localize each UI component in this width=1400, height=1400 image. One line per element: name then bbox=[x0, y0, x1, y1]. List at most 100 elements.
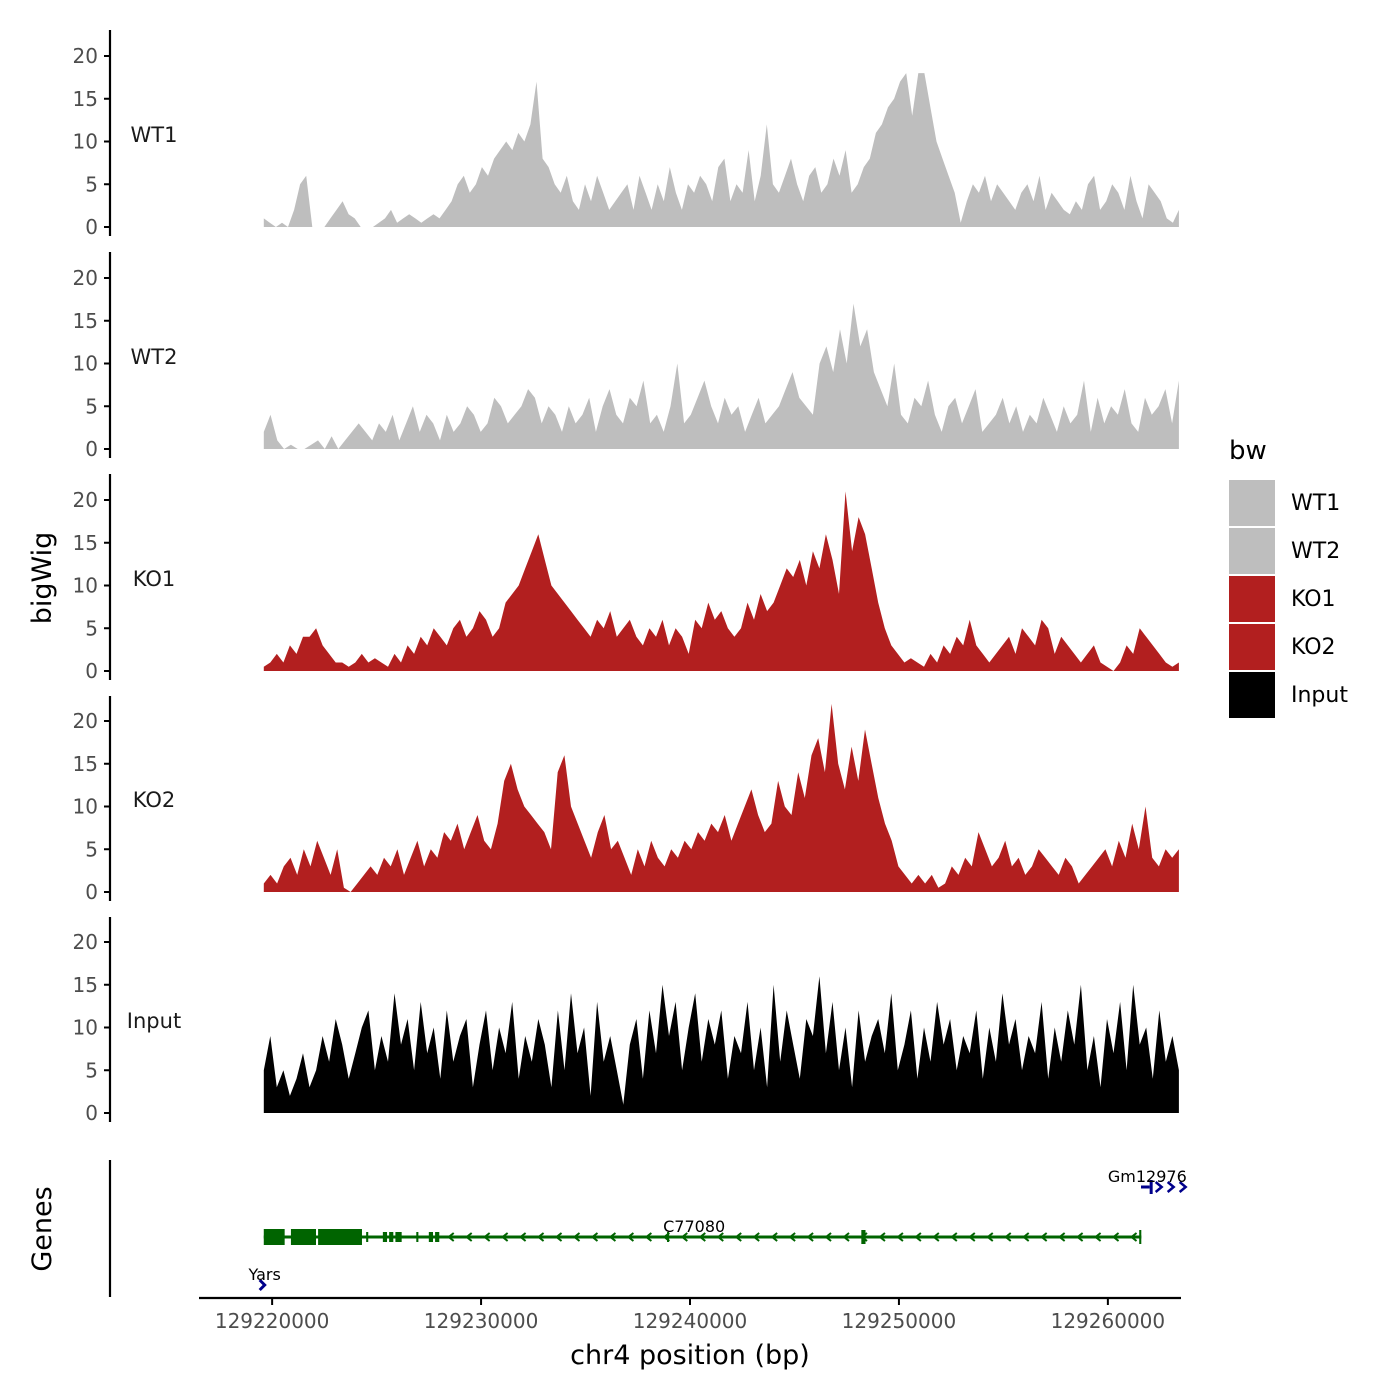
gene-c77080: C77080 bbox=[263, 1217, 1142, 1245]
legend-label-input: Input bbox=[1291, 683, 1348, 708]
strand-arrow bbox=[1178, 1181, 1188, 1193]
y-tick-label: 5 bbox=[85, 172, 98, 196]
strand-arrow bbox=[644, 1232, 653, 1242]
strand-arrow bbox=[896, 1232, 904, 1242]
strand-arrow bbox=[1166, 1181, 1176, 1193]
legend-key-ko2 bbox=[1229, 624, 1275, 670]
strand-arrow bbox=[465, 1232, 473, 1242]
x-tick-label: 129220000 bbox=[215, 1309, 330, 1333]
strand-arrow bbox=[698, 1232, 706, 1242]
legend-label-wt2: WT2 bbox=[1291, 539, 1340, 564]
x-tick-label: 129240000 bbox=[633, 1309, 748, 1333]
strand-arrow bbox=[518, 1232, 527, 1242]
exon-block bbox=[435, 1232, 440, 1242]
exon-block bbox=[389, 1232, 394, 1242]
y-tick-label: 5 bbox=[85, 1058, 98, 1082]
strand-arrow bbox=[968, 1232, 976, 1242]
coverage-area-wt2 bbox=[263, 303, 1179, 449]
y-tick-label: 15 bbox=[73, 87, 98, 111]
y-tick-label: 0 bbox=[85, 215, 98, 239]
exon-block bbox=[290, 1229, 317, 1245]
strand-arrow bbox=[914, 1232, 922, 1242]
x-tick-label: 129250000 bbox=[842, 1309, 957, 1333]
x-tick-label: 129230000 bbox=[424, 1309, 539, 1333]
strand-arrow bbox=[626, 1232, 635, 1242]
x-axis: 129220000 129230000 129240000 129250000 1292… bbox=[199, 1296, 1181, 1333]
strand-arrow bbox=[1058, 1232, 1066, 1242]
strand-arrow bbox=[447, 1232, 455, 1242]
gene-yars: Yars bbox=[248, 1265, 281, 1292]
strand-arrow bbox=[806, 1232, 814, 1242]
genes-axis-title: Genes bbox=[27, 1186, 58, 1271]
strand-arrow bbox=[932, 1232, 940, 1242]
strand-arrow bbox=[878, 1232, 886, 1242]
strand-arrow bbox=[1154, 1181, 1164, 1193]
strand-arrow bbox=[860, 1232, 868, 1242]
y-tick-label: 5 bbox=[85, 616, 98, 640]
strand-arrow bbox=[1040, 1232, 1048, 1242]
exon-block bbox=[395, 1232, 402, 1242]
track-label-ko2: KO2 bbox=[133, 788, 176, 812]
strand-arrow bbox=[1111, 1232, 1120, 1242]
y-tick-label: 20 bbox=[73, 44, 98, 68]
strand-arrow bbox=[1004, 1232, 1012, 1242]
strand-arrow bbox=[986, 1232, 994, 1242]
strand-arrow bbox=[536, 1232, 545, 1242]
gene-label: Yars bbox=[248, 1265, 281, 1284]
strand-arrow bbox=[1093, 1232, 1102, 1242]
strand-arrow bbox=[824, 1232, 832, 1242]
legend-label-ko2: KO2 bbox=[1291, 635, 1336, 660]
strand-arrow bbox=[258, 1278, 267, 1292]
track-input: 0 5 10 15 20 Input bbox=[73, 917, 1179, 1125]
x-axis-title: chr4 position (bp) bbox=[570, 1340, 810, 1371]
track-label-wt1: WT1 bbox=[131, 123, 178, 147]
legend-key-ko1 bbox=[1229, 576, 1275, 622]
coverage-area-ko2 bbox=[263, 703, 1179, 892]
y-tick-label: 0 bbox=[85, 659, 98, 683]
exon-block bbox=[366, 1232, 369, 1242]
coverage-tracks: 0 5 10 15 20 WT1 0 5 10 15 20 WT2 0 5 10 15 20 KO1 0 5 10 15 2… bbox=[73, 30, 1179, 1125]
strand-arrow bbox=[716, 1232, 724, 1242]
strand-arrow bbox=[734, 1232, 742, 1242]
exon-block bbox=[263, 1229, 285, 1245]
strand-arrow bbox=[842, 1232, 850, 1242]
y-tick-label: 15 bbox=[73, 531, 98, 555]
strand-arrow bbox=[483, 1232, 491, 1242]
coverage-area-ko1 bbox=[263, 491, 1179, 671]
x-tick-label: 129260000 bbox=[1051, 1309, 1166, 1333]
legend-label-ko1: KO1 bbox=[1291, 587, 1336, 612]
legend-key-wt1 bbox=[1229, 480, 1275, 526]
y-tick-label: 5 bbox=[85, 394, 98, 418]
y-tick-label: 20 bbox=[73, 930, 98, 954]
exon-block bbox=[428, 1232, 434, 1242]
y-tick-label: 10 bbox=[73, 1016, 98, 1040]
legend: bw WT1 WT2 KO1 KO2 Input bbox=[1229, 436, 1348, 718]
gene-label: Gm12976 bbox=[1108, 1167, 1187, 1186]
y-tick-label: 20 bbox=[73, 488, 98, 512]
track-ko1: 0 5 10 15 20 KO1 bbox=[73, 474, 1179, 683]
strand-arrow bbox=[1129, 1232, 1138, 1242]
strand-arrow bbox=[770, 1232, 778, 1242]
gene-track: Yars C77080 Gm12976 bbox=[108, 1160, 1188, 1297]
coverage-area-input bbox=[263, 976, 1179, 1113]
legend-label-wt1: WT1 bbox=[1291, 491, 1340, 516]
y-tick-label: 20 bbox=[73, 266, 98, 290]
y-tick-label: 0 bbox=[85, 437, 98, 461]
legend-title: bw bbox=[1229, 436, 1267, 466]
exon-block bbox=[416, 1232, 419, 1242]
y-tick-label: 0 bbox=[85, 880, 98, 904]
gene-label: C77080 bbox=[663, 1217, 725, 1236]
gene-gm12976: Gm12976 bbox=[1108, 1167, 1188, 1194]
exon-block bbox=[667, 1232, 670, 1242]
y-tick-label: 10 bbox=[73, 574, 98, 598]
y-tick-label: 15 bbox=[73, 752, 98, 776]
y-tick-label: 10 bbox=[73, 352, 98, 376]
y-tick-label: 5 bbox=[85, 837, 98, 861]
track-wt1: 0 5 10 15 20 WT1 bbox=[73, 30, 1179, 239]
exon-block bbox=[382, 1232, 388, 1242]
strand-arrow bbox=[501, 1232, 509, 1242]
legend-key-input bbox=[1229, 672, 1275, 718]
track-label-ko1: KO1 bbox=[133, 567, 176, 591]
strand-arrow bbox=[572, 1232, 581, 1242]
